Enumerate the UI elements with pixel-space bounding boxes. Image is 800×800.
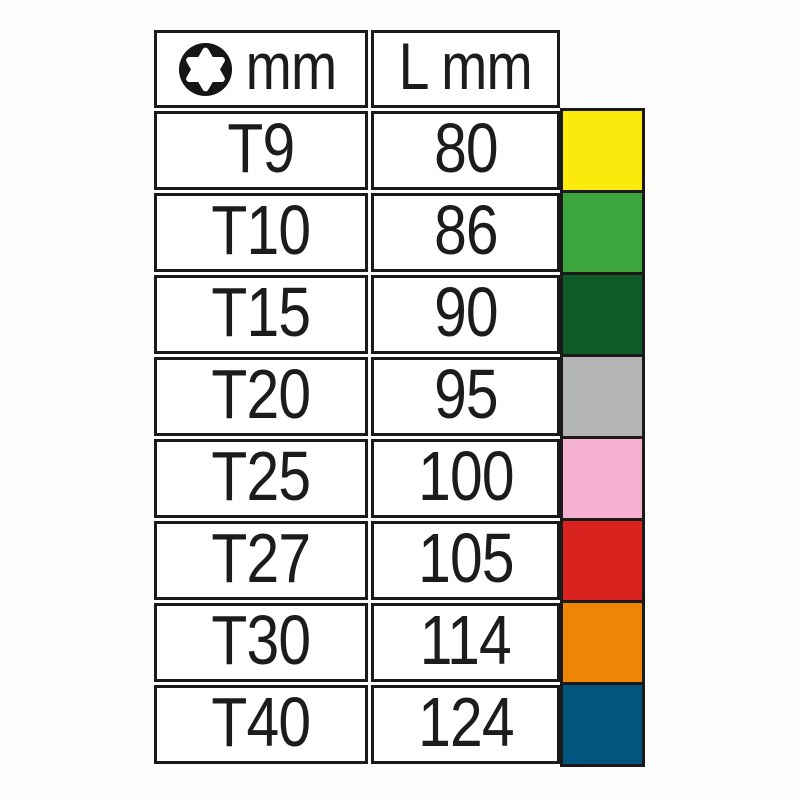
size-cell: T9: [154, 111, 368, 190]
length-value: 124: [417, 685, 514, 761]
size-cell: T27: [154, 521, 368, 600]
size-value: T40: [211, 685, 312, 761]
color-swatch-gray: [560, 354, 645, 439]
length-cell: 95: [371, 357, 560, 436]
color-swatch-yellow: [560, 108, 645, 193]
color-swatch-column: [560, 108, 645, 767]
length-value: 80: [433, 111, 499, 187]
size-value: T20: [211, 357, 312, 433]
color-swatch-orange: [560, 600, 645, 685]
length-cell: 80: [371, 111, 560, 190]
torx-icon: [178, 42, 232, 96]
length-cell: 105: [371, 521, 560, 600]
size-value: T9: [227, 111, 296, 187]
size-cell: T15: [154, 275, 368, 354]
spec-table: mm L mm T9 80 T10 86 T15 90 T20 95 T25 1…: [154, 30, 560, 764]
length-cell: 86: [371, 193, 560, 272]
size-cell: T25: [154, 439, 368, 518]
header-size-label: mm: [245, 30, 337, 103]
size-cell: T20: [154, 357, 368, 436]
length-cell: 100: [371, 439, 560, 518]
size-cell: T40: [154, 685, 368, 764]
size-cell: T30: [154, 603, 368, 682]
length-cell: 114: [371, 603, 560, 682]
size-value: T30: [211, 603, 312, 679]
size-value: T15: [211, 275, 312, 351]
length-value: 90: [433, 275, 499, 351]
color-swatch-pink: [560, 436, 645, 521]
color-swatch-blue: [560, 682, 645, 767]
header-length-label: L mm: [398, 30, 533, 103]
size-value: T25: [211, 439, 312, 515]
length-value: 86: [433, 193, 499, 269]
length-cell: 90: [371, 275, 560, 354]
length-value: 100: [417, 439, 514, 515]
color-swatch-red: [560, 518, 645, 603]
length-value: 95: [433, 357, 499, 433]
length-cell: 124: [371, 685, 560, 764]
size-value: T27: [211, 521, 312, 597]
size-cell: T10: [154, 193, 368, 272]
length-value: 105: [417, 521, 514, 597]
size-value: T10: [211, 193, 312, 269]
color-swatch-dark-green: [560, 272, 645, 357]
header-length-column: L mm: [371, 30, 560, 108]
color-swatch-green: [560, 190, 645, 275]
header-size-column: mm: [154, 30, 368, 108]
length-value: 114: [419, 603, 512, 679]
